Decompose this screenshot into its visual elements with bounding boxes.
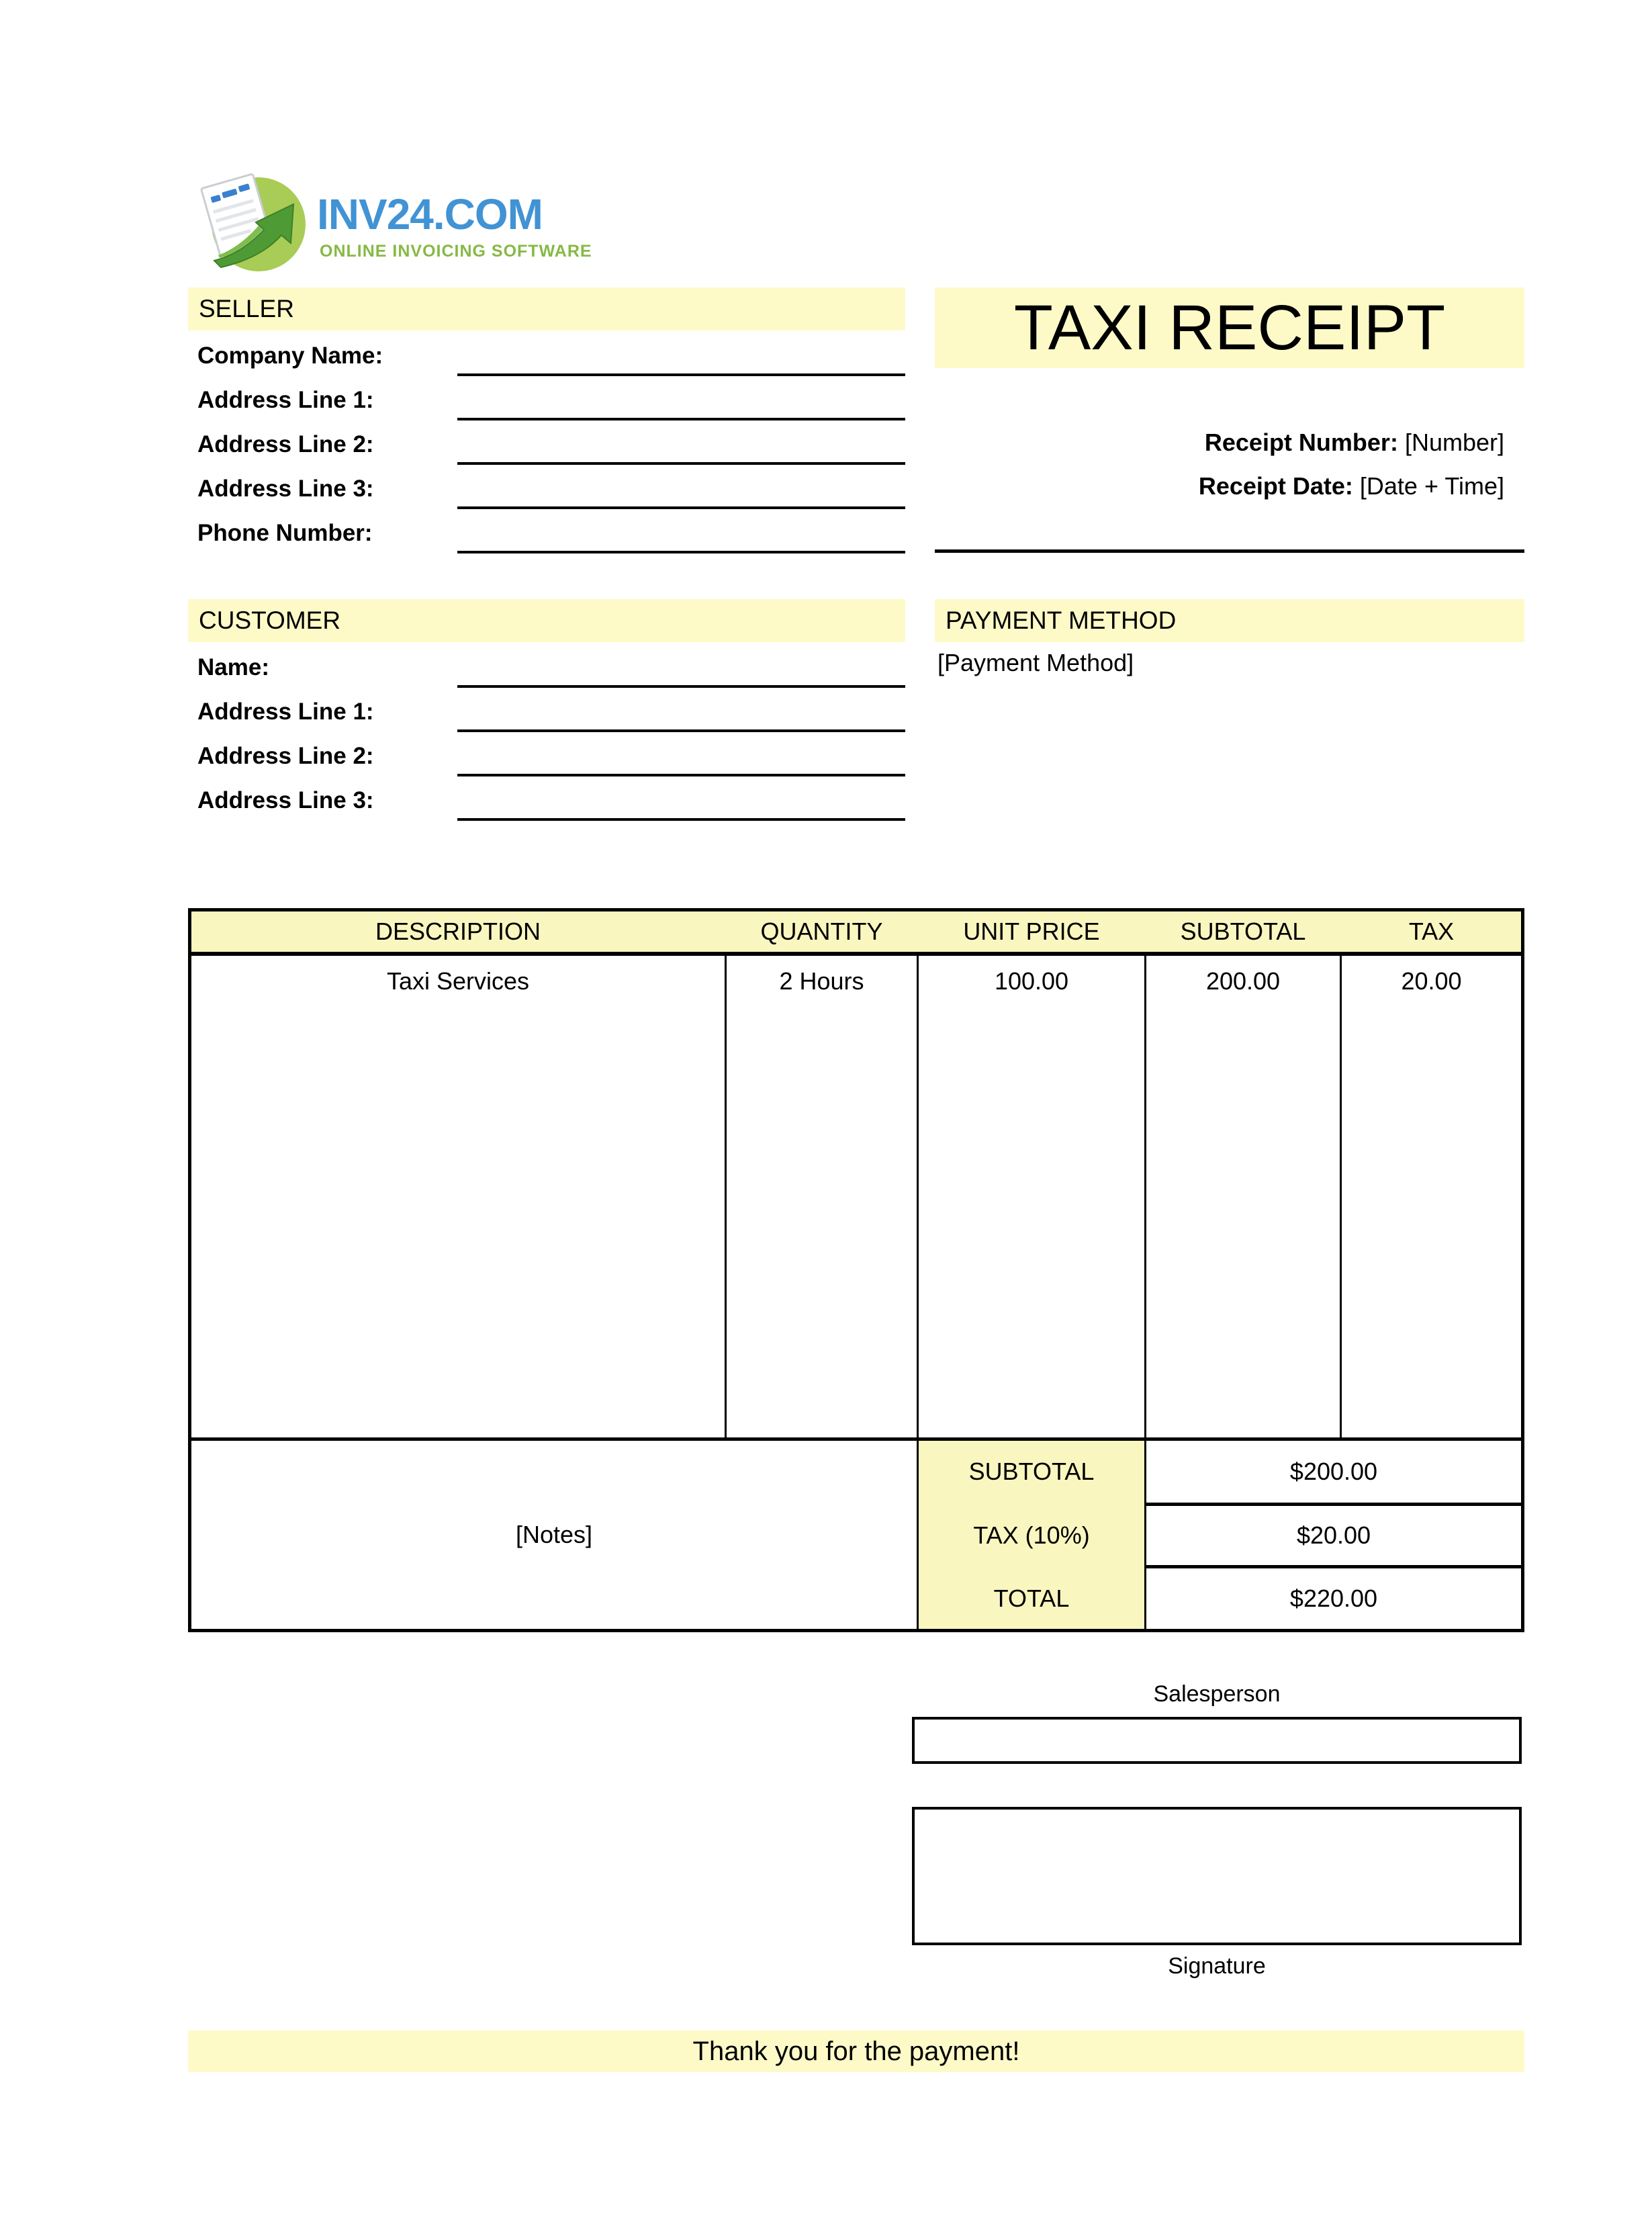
fill-in-line[interactable]	[457, 462, 905, 465]
payment-method-section-header: PAYMENT METHOD	[935, 599, 1524, 642]
field-label: Name:	[197, 654, 269, 680]
column-divider	[917, 1437, 919, 1629]
fill-in-line[interactable]	[457, 729, 905, 732]
table-body-divider	[191, 1437, 1521, 1441]
seller-phone-row: Phone Number:	[188, 520, 905, 555]
total-value: $220.00	[1289, 1585, 1378, 1612]
customer-address3-row: Address Line 3:	[188, 787, 905, 822]
field-label: Address Line 1:	[197, 699, 374, 725]
fill-in-line[interactable]	[457, 551, 905, 553]
column-header-unit-price: UNIT PRICE	[963, 918, 1100, 945]
item-description: Taxi Services	[386, 967, 530, 995]
tax-value: $20.00	[1296, 1521, 1371, 1549]
fill-in-line[interactable]	[457, 506, 905, 509]
column-divider	[1144, 956, 1146, 1437]
totals-row-divider	[1146, 1503, 1521, 1506]
notes-cell: [Notes]	[515, 1521, 593, 1548]
payment-method-value: [Payment Method]	[937, 649, 1134, 676]
salesperson-box[interactable]	[912, 1717, 1522, 1764]
column-header-tax: TAX	[1408, 918, 1455, 945]
item-tax: 20.00	[1401, 967, 1462, 995]
customer-section-header: CUSTOMER	[188, 599, 905, 642]
total-label: TOTAL	[993, 1585, 1070, 1612]
customer-address1-row: Address Line 1:	[188, 699, 905, 733]
column-divider	[725, 956, 727, 1437]
invoice-arrow-logo-icon	[200, 173, 306, 271]
column-header-description: DESCRIPTION	[375, 918, 541, 945]
item-unit-price: 100.00	[994, 967, 1069, 995]
column-divider	[917, 956, 919, 1437]
signature-label: Signature	[1168, 1953, 1266, 1979]
field-label: Address Line 3:	[197, 476, 374, 502]
tax-label: TAX (10%)	[973, 1521, 1090, 1549]
signature-box[interactable]	[912, 1807, 1522, 1945]
totals-row-divider	[1146, 1565, 1521, 1568]
fill-in-line[interactable]	[457, 418, 905, 420]
customer-address2-row: Address Line 2:	[188, 743, 905, 778]
fill-in-line[interactable]	[457, 774, 905, 776]
field-label: Company Name:	[197, 343, 383, 369]
column-header-subtotal: SUBTOTAL	[1180, 918, 1306, 945]
footer-thank-you-banner: Thank you for the payment!	[188, 2031, 1524, 2072]
receipt-number-value: [Number]	[1404, 429, 1504, 456]
seller-company-name-row: Company Name:	[188, 343, 905, 377]
seller-section-header: SELLER	[188, 287, 905, 330]
field-label: Phone Number:	[197, 520, 373, 546]
subtotal-label: SUBTOTAL	[968, 1458, 1095, 1485]
field-label: Address Line 3:	[197, 787, 374, 813]
receipt-date-value: [Date + Time]	[1359, 472, 1504, 500]
seller-address1-row: Address Line 1:	[188, 387, 905, 422]
salesperson-label: Salesperson	[1153, 1681, 1281, 1707]
receipt-number-label: Receipt Number:	[1204, 429, 1398, 456]
logo-tagline-text: ONLINE INVOICING SOFTWARE	[320, 242, 592, 261]
customer-name-row: Name:	[188, 654, 905, 689]
item-subtotal: 200.00	[1205, 967, 1281, 995]
column-divider	[1340, 956, 1342, 1437]
items-table-header: DESCRIPTION QUANTITY UNIT PRICE SUBTOTAL…	[191, 911, 1521, 956]
field-label: Address Line 2:	[197, 431, 374, 457]
fill-in-line[interactable]	[457, 685, 905, 688]
seller-address3-row: Address Line 3:	[188, 476, 905, 510]
items-table: DESCRIPTION QUANTITY UNIT PRICE SUBTOTAL…	[188, 908, 1524, 1632]
fill-in-line[interactable]	[457, 818, 905, 821]
column-divider	[1144, 1437, 1146, 1629]
header-divider-rule	[935, 549, 1524, 553]
receipt-date-row: Receipt Date: [Date + Time]	[1199, 472, 1504, 500]
field-label: Address Line 1:	[197, 387, 374, 413]
receipt-date-label: Receipt Date:	[1198, 472, 1353, 500]
receipt-number-row: Receipt Number: [Number]	[1205, 429, 1504, 457]
receipt-title: TAXI RECEIPT	[935, 287, 1524, 368]
item-quantity: 2 Hours	[779, 967, 864, 995]
seller-address2-row: Address Line 2:	[188, 431, 905, 466]
fill-in-line[interactable]	[457, 373, 905, 376]
logo-brand-text: INV24.COM	[317, 190, 543, 238]
subtotal-value: $200.00	[1289, 1458, 1378, 1485]
column-header-quantity: QUANTITY	[760, 918, 883, 945]
field-label: Address Line 2:	[197, 743, 374, 769]
totals-label-column	[917, 1441, 1144, 1629]
